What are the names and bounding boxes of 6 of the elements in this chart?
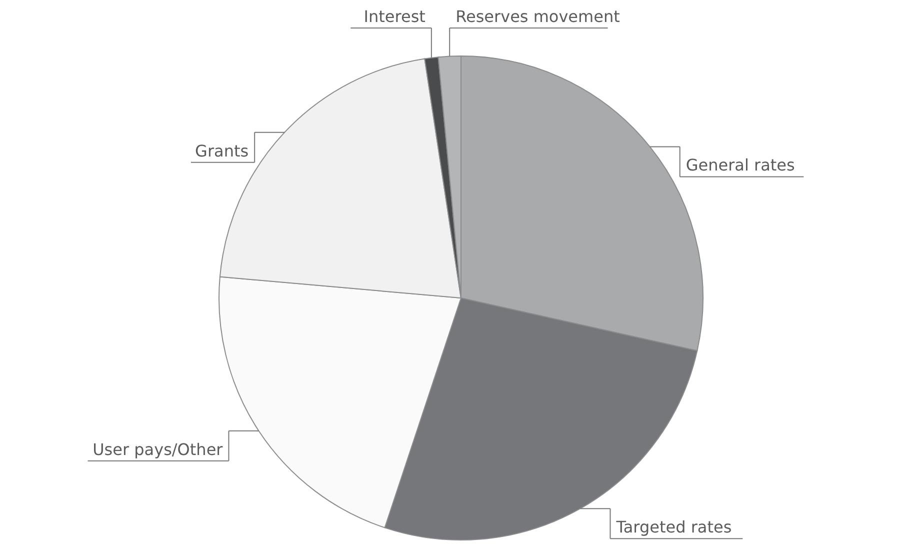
slice-label: Targeted rates — [615, 518, 732, 537]
slice-label: Reserves movement — [456, 7, 620, 26]
slice-label: Grants — [195, 141, 249, 160]
slice-label: User pays/Other — [92, 440, 224, 459]
slice-label: Interest — [364, 7, 426, 26]
slice-label: General rates — [686, 156, 795, 175]
